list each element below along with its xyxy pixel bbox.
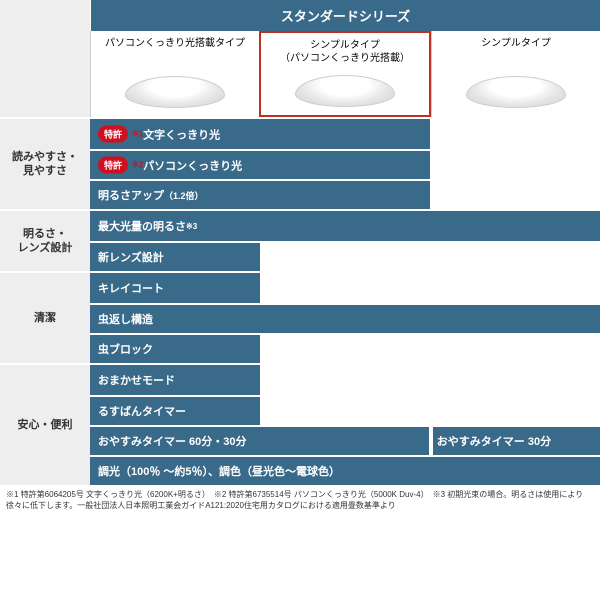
category-row: 明るさ・レンズ設計最大光量の明るさ※3 新レンズ設計 (0, 209, 600, 271)
feature-row: キレイコート (90, 273, 600, 303)
feature-label: 虫ブロック (98, 341, 153, 357)
feature-label-secondary: おやすみタイマー 30分 (437, 433, 551, 449)
feature-label: 最大光量の明るさ※3 (98, 218, 197, 234)
product-image-1 (259, 71, 431, 117)
product-image-0 (90, 71, 259, 117)
product-image-2 (431, 71, 600, 117)
feature-row: 虫ブロック (90, 333, 600, 363)
feature-row: おまかせモード (90, 365, 600, 395)
category-label: 清潔 (0, 273, 90, 363)
feature-row: 調光（100％ 〜約5％）、調色（昼光色〜電球色） (90, 455, 600, 485)
category-label: 安心・便利 (0, 365, 90, 485)
feature-grid: 読みやすさ・見やすさ特許※1 文字くっきり光特許※2 パソコンくっきり光明るさア… (0, 117, 600, 485)
feature-label: 明るさアップ（1.2倍） (98, 187, 204, 203)
ceiling-light-icon (125, 76, 225, 108)
feature-row: 明るさアップ（1.2倍） (90, 179, 600, 209)
feature-label: 特許※2 パソコンくっきり光 (98, 157, 242, 174)
feature-label: おやすみタイマー 60分・30分 (98, 433, 247, 449)
category-row: 安心・便利おまかせモードるすばんタイマーおやすみタイマー 60分・30分おやすみ… (0, 363, 600, 485)
column-header-0: パソコンくっきり光搭載タイプ (90, 31, 259, 71)
corner-spacer (0, 71, 90, 117)
corner-spacer (0, 0, 90, 31)
feature-row: 新レンズ設計 (90, 241, 600, 271)
feature-label: 特許※1 文字くっきり光 (98, 126, 220, 143)
feature-label: るすばんタイマー (98, 403, 186, 419)
feature-row: 虫返し構造 (90, 303, 600, 333)
ceiling-light-icon (466, 76, 566, 108)
patent-badge: 特許 (98, 157, 128, 174)
type-header-row: パソコンくっきり光搭載タイプシンプルタイプ（パソコンくっきり光搭載）シンプルタイ… (0, 31, 600, 71)
patent-badge: 特許 (98, 126, 128, 143)
corner-spacer (0, 31, 90, 71)
series-header-row: スタンダードシリーズ (0, 0, 600, 31)
series-title: スタンダードシリーズ (90, 0, 600, 31)
footnote-text: ※1 特許第6064205号 文字くっきり光（6200K+明るさ） ※2 特許第… (0, 485, 600, 515)
feature-label: おまかせモード (98, 372, 175, 388)
category-label: 明るさ・レンズ設計 (0, 211, 90, 271)
feature-row: 特許※2 パソコンくっきり光 (90, 149, 600, 179)
feature-row: 特許※1 文字くっきり光 (90, 119, 600, 149)
feature-row: おやすみタイマー 60分・30分 おやすみタイマー 30分 (90, 425, 600, 455)
feature-label: 調光（100％ 〜約5％）、調色（昼光色〜電球色） (98, 463, 340, 479)
feature-row: 最大光量の明るさ※3 (90, 211, 600, 241)
column-header-2: シンプルタイプ (431, 31, 600, 71)
comparison-table: スタンダードシリーズ パソコンくっきり光搭載タイプシンプルタイプ（パソコンくっき… (0, 0, 600, 485)
feature-row: るすばんタイマー (90, 395, 600, 425)
feature-label: キレイコート (98, 280, 164, 296)
feature-label: 新レンズ設計 (98, 249, 164, 265)
category-row: 清潔キレイコート虫返し構造虫ブロック (0, 271, 600, 363)
product-image-row (0, 71, 600, 117)
ceiling-light-icon (295, 75, 395, 107)
column-header-1: シンプルタイプ（パソコンくっきり光搭載） (259, 31, 431, 71)
feature-label: 虫返し構造 (98, 311, 153, 327)
category-row: 読みやすさ・見やすさ特許※1 文字くっきり光特許※2 パソコンくっきり光明るさア… (0, 117, 600, 209)
category-label: 読みやすさ・見やすさ (0, 119, 90, 209)
